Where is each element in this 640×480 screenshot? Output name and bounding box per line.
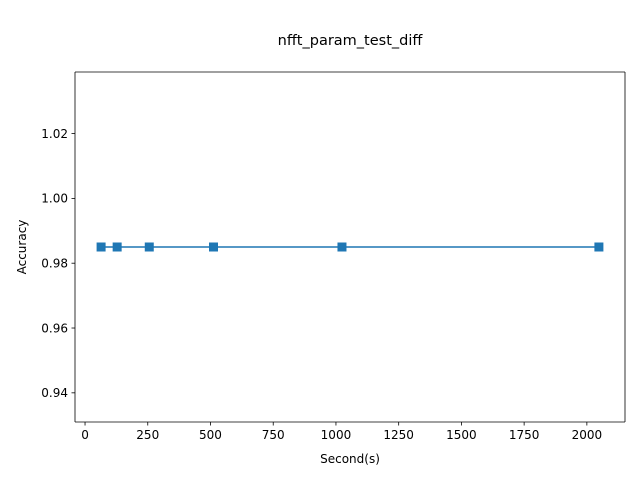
x-tick-label: 250 xyxy=(136,428,159,442)
y-tick-label: 1.02 xyxy=(41,127,68,141)
x-tick-label: 1000 xyxy=(321,428,352,442)
y-tick-label: 0.96 xyxy=(41,321,68,335)
plot-area: 0 250 500 750 1000 1250 1500 1750 2000 0.940.960… xyxy=(41,71,626,442)
x-tick-label: 0 xyxy=(81,428,89,442)
y-axis-label: Accuracy xyxy=(15,220,29,275)
data-point-marker xyxy=(337,242,347,252)
x-axis-ticks: 0 250 500 750 1000 1250 1500 1750 2000 xyxy=(81,422,602,442)
y-tick-label: 0.94 xyxy=(41,386,68,400)
x-tick-label: 750 xyxy=(262,428,285,442)
data-point-marker xyxy=(96,242,106,252)
data-point-marker xyxy=(209,242,219,252)
data-point-marker xyxy=(144,242,154,252)
series-layer xyxy=(96,242,604,252)
x-tick-label: 2000 xyxy=(572,428,603,442)
chart-title: nfft_param_test_diff xyxy=(278,33,424,49)
x-axis-label: Second(s) xyxy=(320,452,380,466)
x-tick-label: 1750 xyxy=(509,428,540,442)
y-tick-label: 1.00 xyxy=(41,192,68,206)
x-tick-label: 1500 xyxy=(446,428,477,442)
y-axis-ticks: 0.94 0.96 0.98 1.00 1.02 xyxy=(41,127,75,400)
y-tick-label: 0.98 xyxy=(41,257,68,271)
data-point-marker xyxy=(112,242,122,252)
data-point-marker xyxy=(594,242,604,252)
x-tick-label: 1250 xyxy=(383,428,414,442)
x-tick-label: 500 xyxy=(199,428,222,442)
